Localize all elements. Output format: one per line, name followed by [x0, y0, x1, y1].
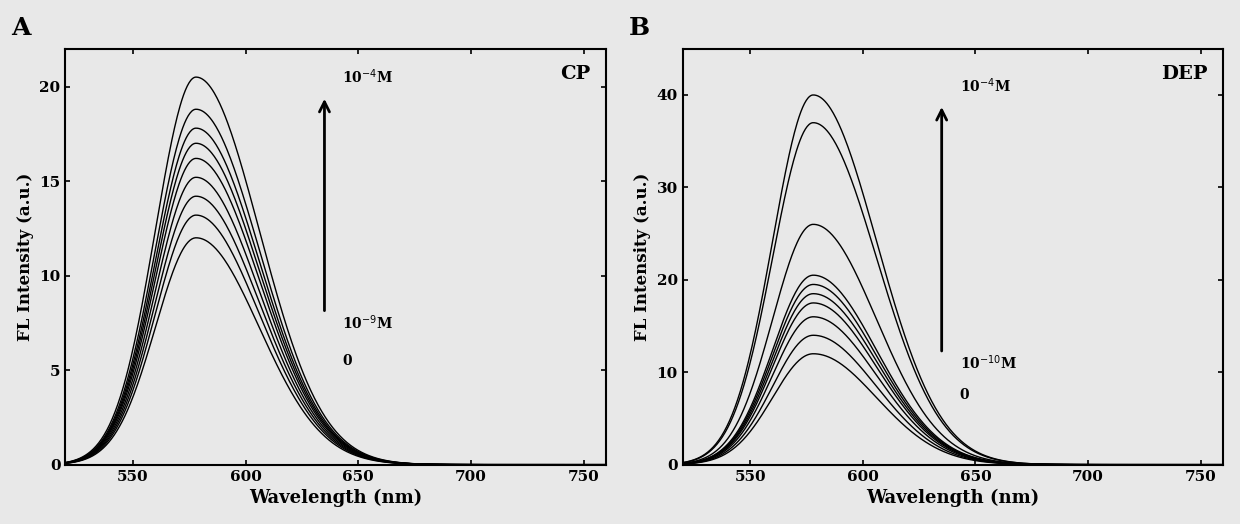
Text: 10$^{-4}$M: 10$^{-4}$M [342, 68, 393, 86]
Text: 10$^{-10}$M: 10$^{-10}$M [960, 354, 1017, 372]
Y-axis label: FL Intensity (a.u.): FL Intensity (a.u.) [16, 172, 33, 341]
X-axis label: Wavelength (nm): Wavelength (nm) [867, 489, 1039, 507]
Y-axis label: FL Intensity (a.u.): FL Intensity (a.u.) [634, 172, 651, 341]
Text: 10$^{-9}$M: 10$^{-9}$M [342, 313, 393, 332]
Text: 10$^{-4}$M: 10$^{-4}$M [960, 77, 1011, 95]
Text: 0: 0 [342, 354, 352, 368]
Text: 0: 0 [960, 388, 970, 402]
Text: CP: CP [559, 66, 590, 83]
Text: B: B [629, 16, 650, 40]
Text: DEP: DEP [1161, 66, 1207, 83]
Text: A: A [11, 16, 31, 40]
X-axis label: Wavelength (nm): Wavelength (nm) [249, 489, 423, 507]
